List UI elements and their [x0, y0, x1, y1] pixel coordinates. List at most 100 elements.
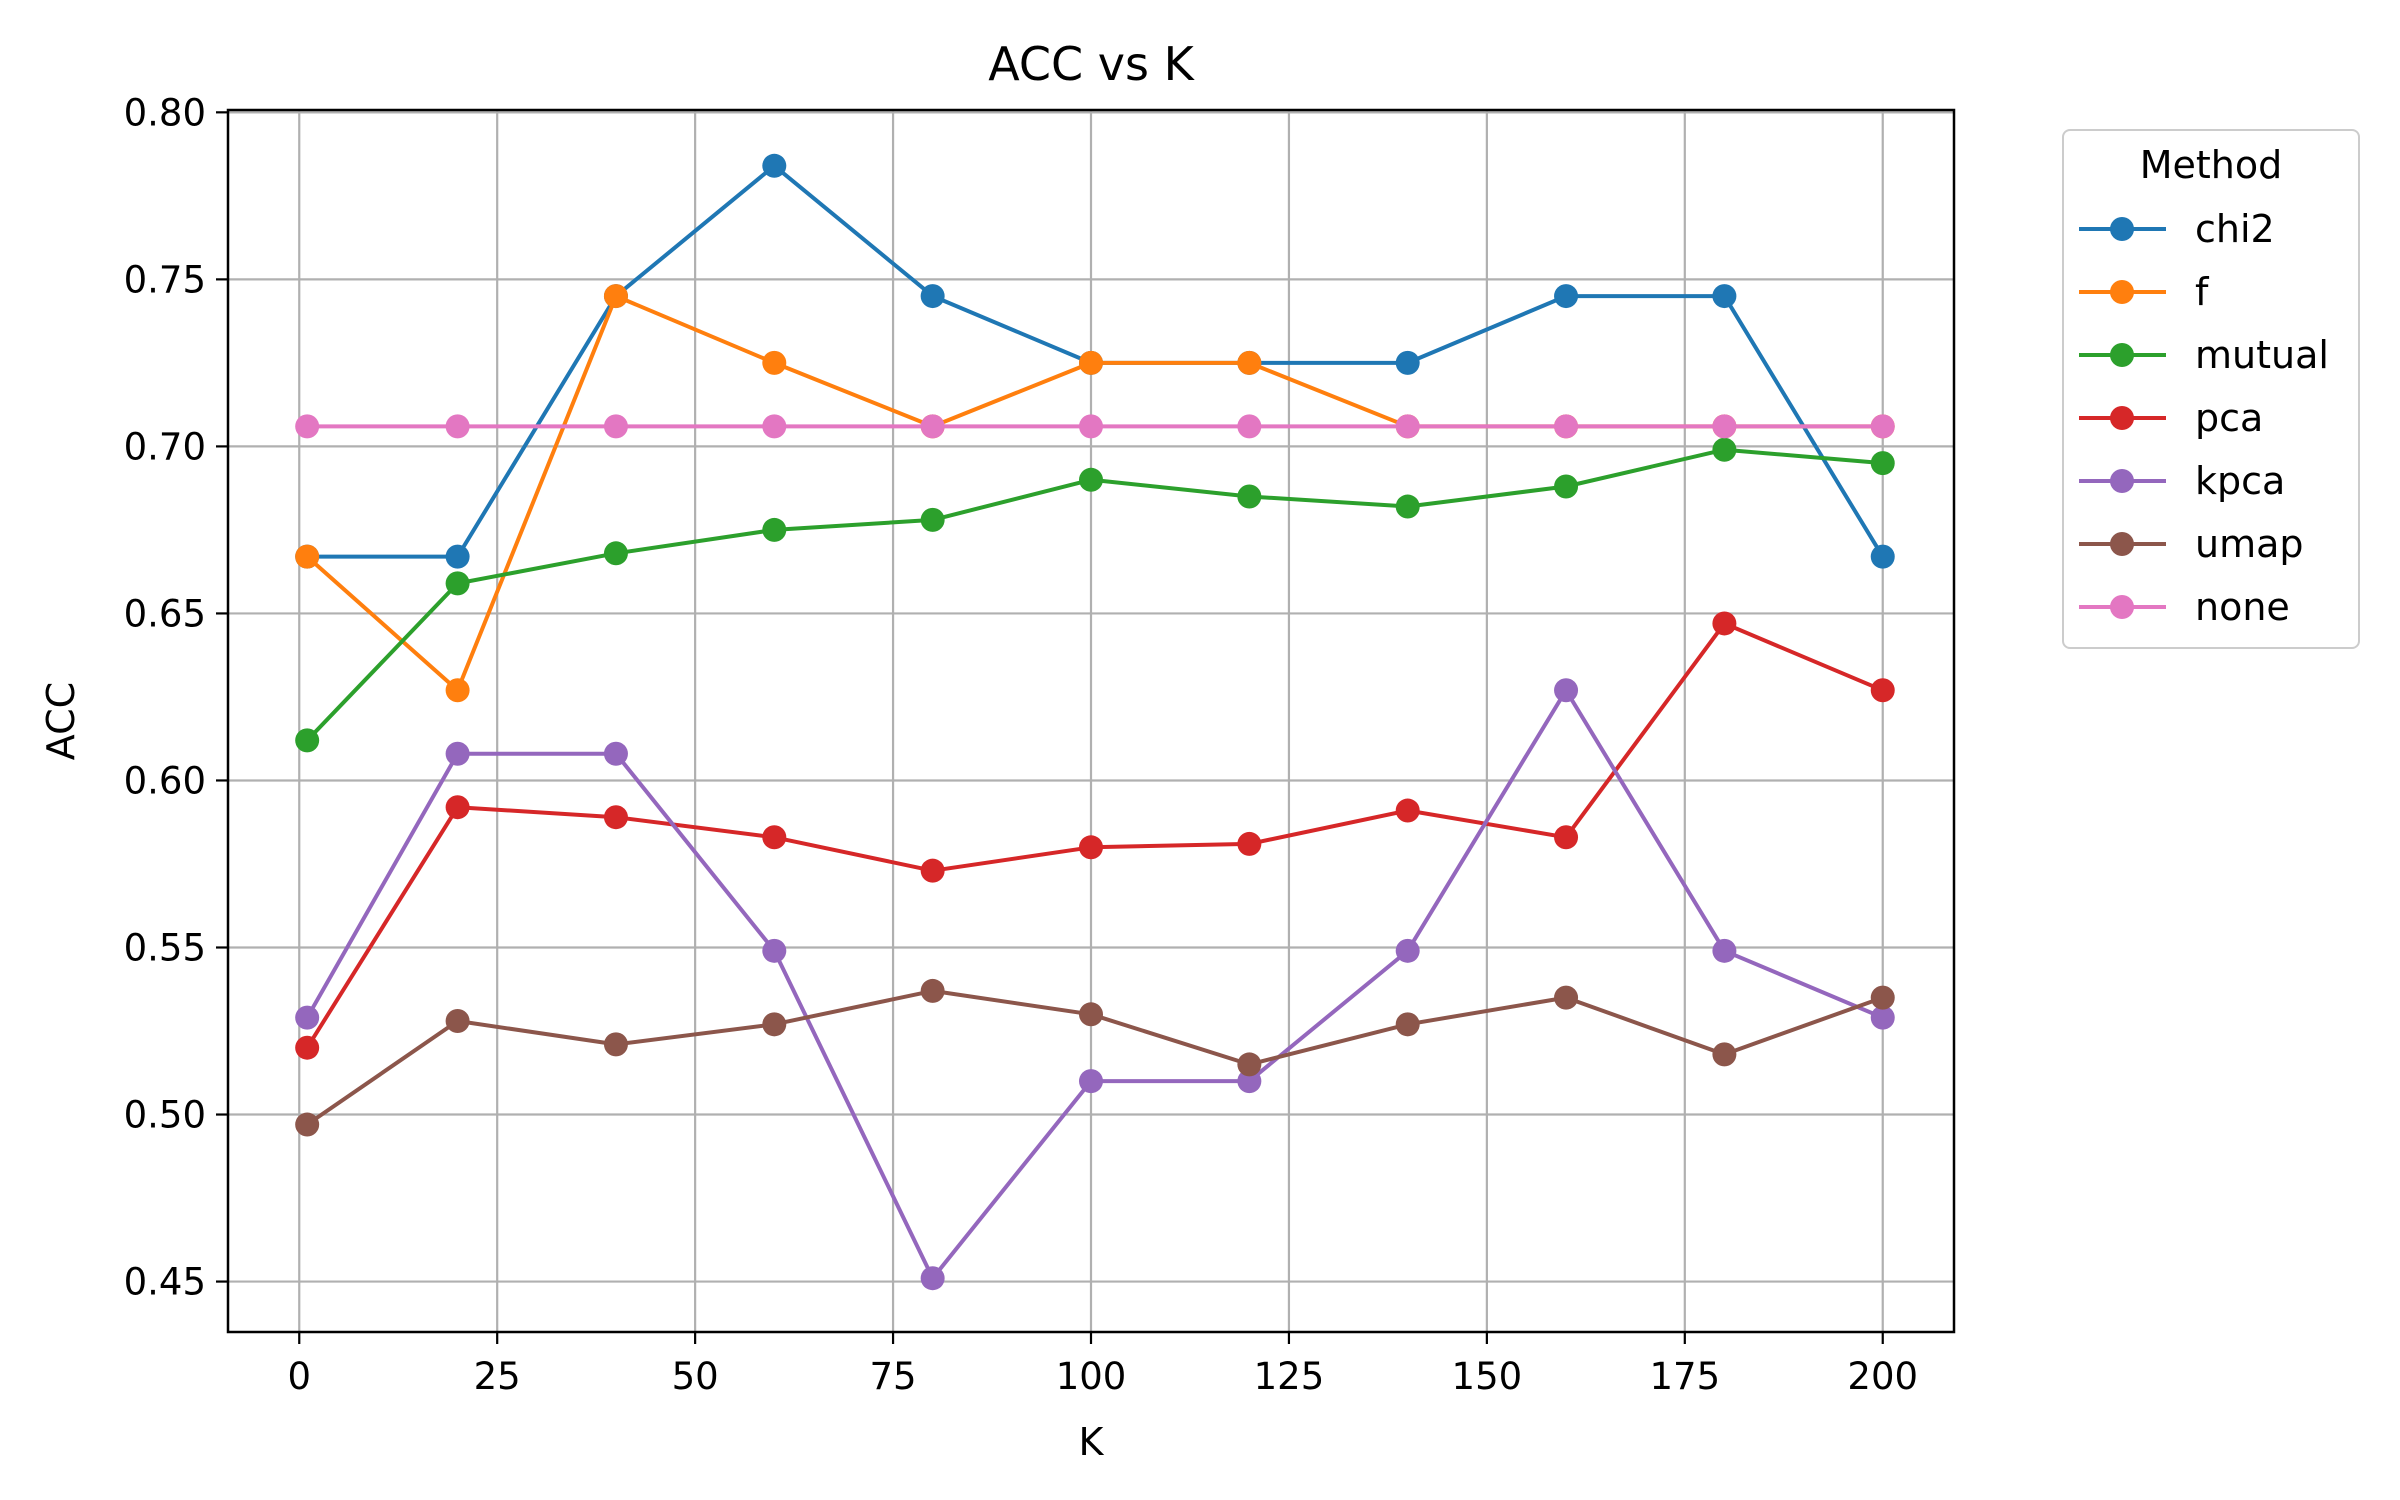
data-point-umap [1079, 1002, 1103, 1027]
data-point-pca [1237, 831, 1262, 856]
legend-items: chi2 f mutual pca kpca umap none [2079, 207, 2329, 629]
y-tick-label: 0.45 [124, 1261, 206, 1304]
data-point-chi2 [1870, 544, 1895, 569]
series-kpca [295, 678, 1895, 1291]
data-point-umap [762, 1012, 787, 1037]
data-point-mutual [1870, 451, 1895, 476]
legend-item-kpca: kpca [2079, 459, 2285, 503]
data-point-f [1237, 350, 1262, 375]
legend: Method chi2 f mutual pca kpca umap none [2062, 129, 2360, 649]
x-tick-label: 25 [474, 1355, 521, 1398]
data-point-f [762, 350, 787, 375]
x-tick-label: 175 [1649, 1355, 1720, 1398]
data-point-umap [1554, 985, 1579, 1010]
x-tick-label: 100 [1056, 1355, 1127, 1398]
data-point-none [1870, 414, 1895, 439]
data-point-kpca [1712, 938, 1737, 963]
data-point-pca [1395, 798, 1420, 823]
data-point-kpca [1554, 678, 1579, 703]
data-point-mutual [1712, 437, 1737, 462]
x-tick-label: 200 [1847, 1355, 1918, 1398]
legend-item-none: none [2079, 585, 2290, 629]
y-axis-label: ACC [39, 682, 83, 760]
data-point-none [1554, 414, 1579, 439]
data-point-kpca [445, 741, 470, 766]
x-tick-label: 0 [287, 1355, 311, 1398]
data-point-umap [295, 1112, 320, 1137]
plot-series [295, 153, 1895, 1291]
y-tick-label: 0.65 [124, 592, 206, 635]
data-point-none [1712, 414, 1737, 439]
legend-item-umap: umap [2079, 522, 2304, 566]
data-point-none [1237, 414, 1262, 439]
data-point-pca [1554, 825, 1579, 850]
data-point-kpca [603, 741, 628, 766]
legend-title: Method [2140, 143, 2283, 187]
x-axis-label: K [1079, 1420, 1105, 1464]
data-point-kpca [920, 1266, 945, 1291]
y-tick-label: 0.50 [124, 1094, 206, 1137]
x-tick-label: 75 [870, 1355, 917, 1398]
grid-lines [228, 110, 1954, 1332]
data-point-chi2 [1712, 284, 1737, 309]
legend-box [2062, 129, 2360, 649]
series-umap [295, 978, 1895, 1137]
series-none [295, 414, 1895, 439]
y-tick-label: 0.60 [124, 759, 206, 802]
data-point-f [1079, 350, 1103, 375]
data-point-pca [1870, 678, 1895, 703]
y-tick-label: 0.70 [124, 425, 206, 468]
data-point-umap [920, 978, 945, 1003]
data-point-mutual [445, 571, 470, 596]
data-point-mutual [1395, 494, 1420, 519]
legend-item-f: f [2079, 270, 2210, 314]
legend-marker-umap [2110, 532, 2134, 556]
data-point-f [295, 544, 320, 569]
y-tick-label: 0.80 [124, 91, 206, 134]
legend-label-pca: pca [2195, 396, 2263, 440]
data-point-chi2 [445, 544, 470, 569]
data-point-mutual [295, 728, 320, 753]
data-point-pca [295, 1035, 320, 1060]
x-tick-label: 150 [1452, 1355, 1523, 1398]
data-point-f [445, 678, 470, 703]
data-point-pca [603, 805, 628, 830]
x-tick-label: 125 [1254, 1355, 1325, 1398]
data-point-none [762, 414, 787, 439]
data-point-umap [1237, 1052, 1262, 1077]
data-point-chi2 [1554, 284, 1579, 309]
data-point-chi2 [920, 284, 945, 309]
data-point-kpca [1079, 1069, 1103, 1094]
legend-marker-pca [2110, 406, 2134, 430]
data-point-umap [1870, 985, 1895, 1010]
data-point-f [603, 284, 628, 309]
data-point-none [445, 414, 470, 439]
axis-ticks: 0 25 50 75 100 125 150 175 200 0.45 0.50 0.55 0.60 0.… [124, 91, 1918, 1398]
legend-marker-kpca [2110, 469, 2134, 493]
legend-item-pca: pca [2079, 396, 2263, 440]
data-point-chi2 [762, 153, 787, 178]
data-point-kpca [1237, 1069, 1262, 1094]
data-point-pca [762, 825, 787, 850]
data-point-pca [920, 858, 945, 883]
data-point-kpca [295, 1005, 320, 1030]
legend-label-kpca: kpca [2195, 459, 2285, 503]
chart-title: ACC vs K [988, 37, 1195, 91]
legend-label-mutual: mutual [2195, 333, 2329, 377]
legend-marker-f [2110, 280, 2134, 304]
legend-marker-none [2110, 595, 2134, 619]
data-point-umap [445, 1008, 470, 1033]
data-point-none [1079, 414, 1103, 439]
data-point-mutual [762, 517, 787, 542]
data-point-pca [445, 795, 470, 820]
legend-label-chi2: chi2 [2195, 207, 2275, 251]
legend-marker-mutual [2110, 343, 2134, 367]
data-point-kpca [762, 938, 787, 963]
data-point-pca [1712, 611, 1737, 636]
legend-marker-chi2 [2110, 217, 2134, 241]
data-point-none [920, 414, 945, 439]
data-point-none [603, 414, 628, 439]
data-point-mutual [603, 541, 628, 566]
